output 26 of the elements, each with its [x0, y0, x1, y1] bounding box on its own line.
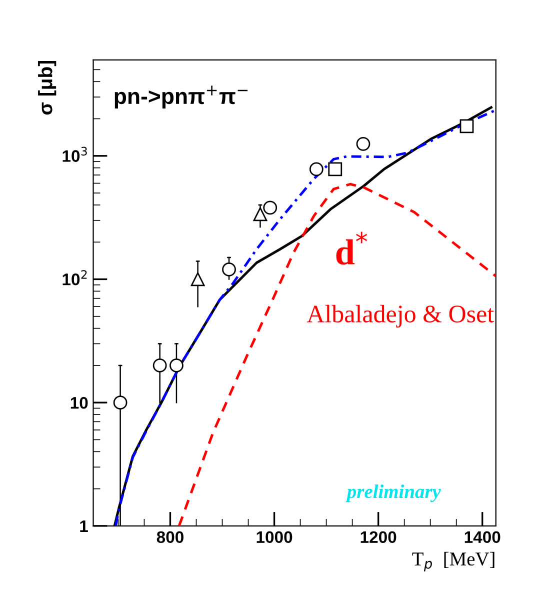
- point: [309, 162, 324, 176]
- point: [460, 119, 474, 134]
- point: [190, 272, 205, 286]
- y-tick-label: 10$^{2}$: [62, 270, 87, 286]
- point: [253, 207, 268, 222]
- point: [113, 396, 128, 410]
- annotation: pn->pnπ$^{+}$π$^{−}$: [114, 86, 248, 108]
- annotation: preliminary: [346, 484, 441, 502]
- point: [152, 358, 167, 372]
- point: [170, 358, 184, 372]
- line-series: [178, 182, 496, 526]
- x-tick-label: 1200: [360, 531, 396, 544]
- point: [328, 162, 342, 176]
- point: [222, 262, 236, 276]
- x-tick-label: 800: [156, 531, 184, 544]
- y-tick-label: 10: [70, 396, 88, 409]
- y-tick-label: 1: [80, 520, 88, 532]
- point: [356, 136, 370, 151]
- y-axis-title: σ [μb]: [38, 60, 56, 115]
- annotation: d$^{*}$: [336, 232, 368, 265]
- annotation: Albaladejo & Oset: [306, 304, 494, 328]
- x-tick-label: 1400: [464, 531, 500, 544]
- x-axis-title: T$_{p}$ [MeV]: [412, 552, 494, 572]
- x-tick-label: 1000: [256, 531, 292, 544]
- point: [263, 200, 278, 215]
- y-tick-label: 10$^{3}$: [62, 146, 87, 162]
